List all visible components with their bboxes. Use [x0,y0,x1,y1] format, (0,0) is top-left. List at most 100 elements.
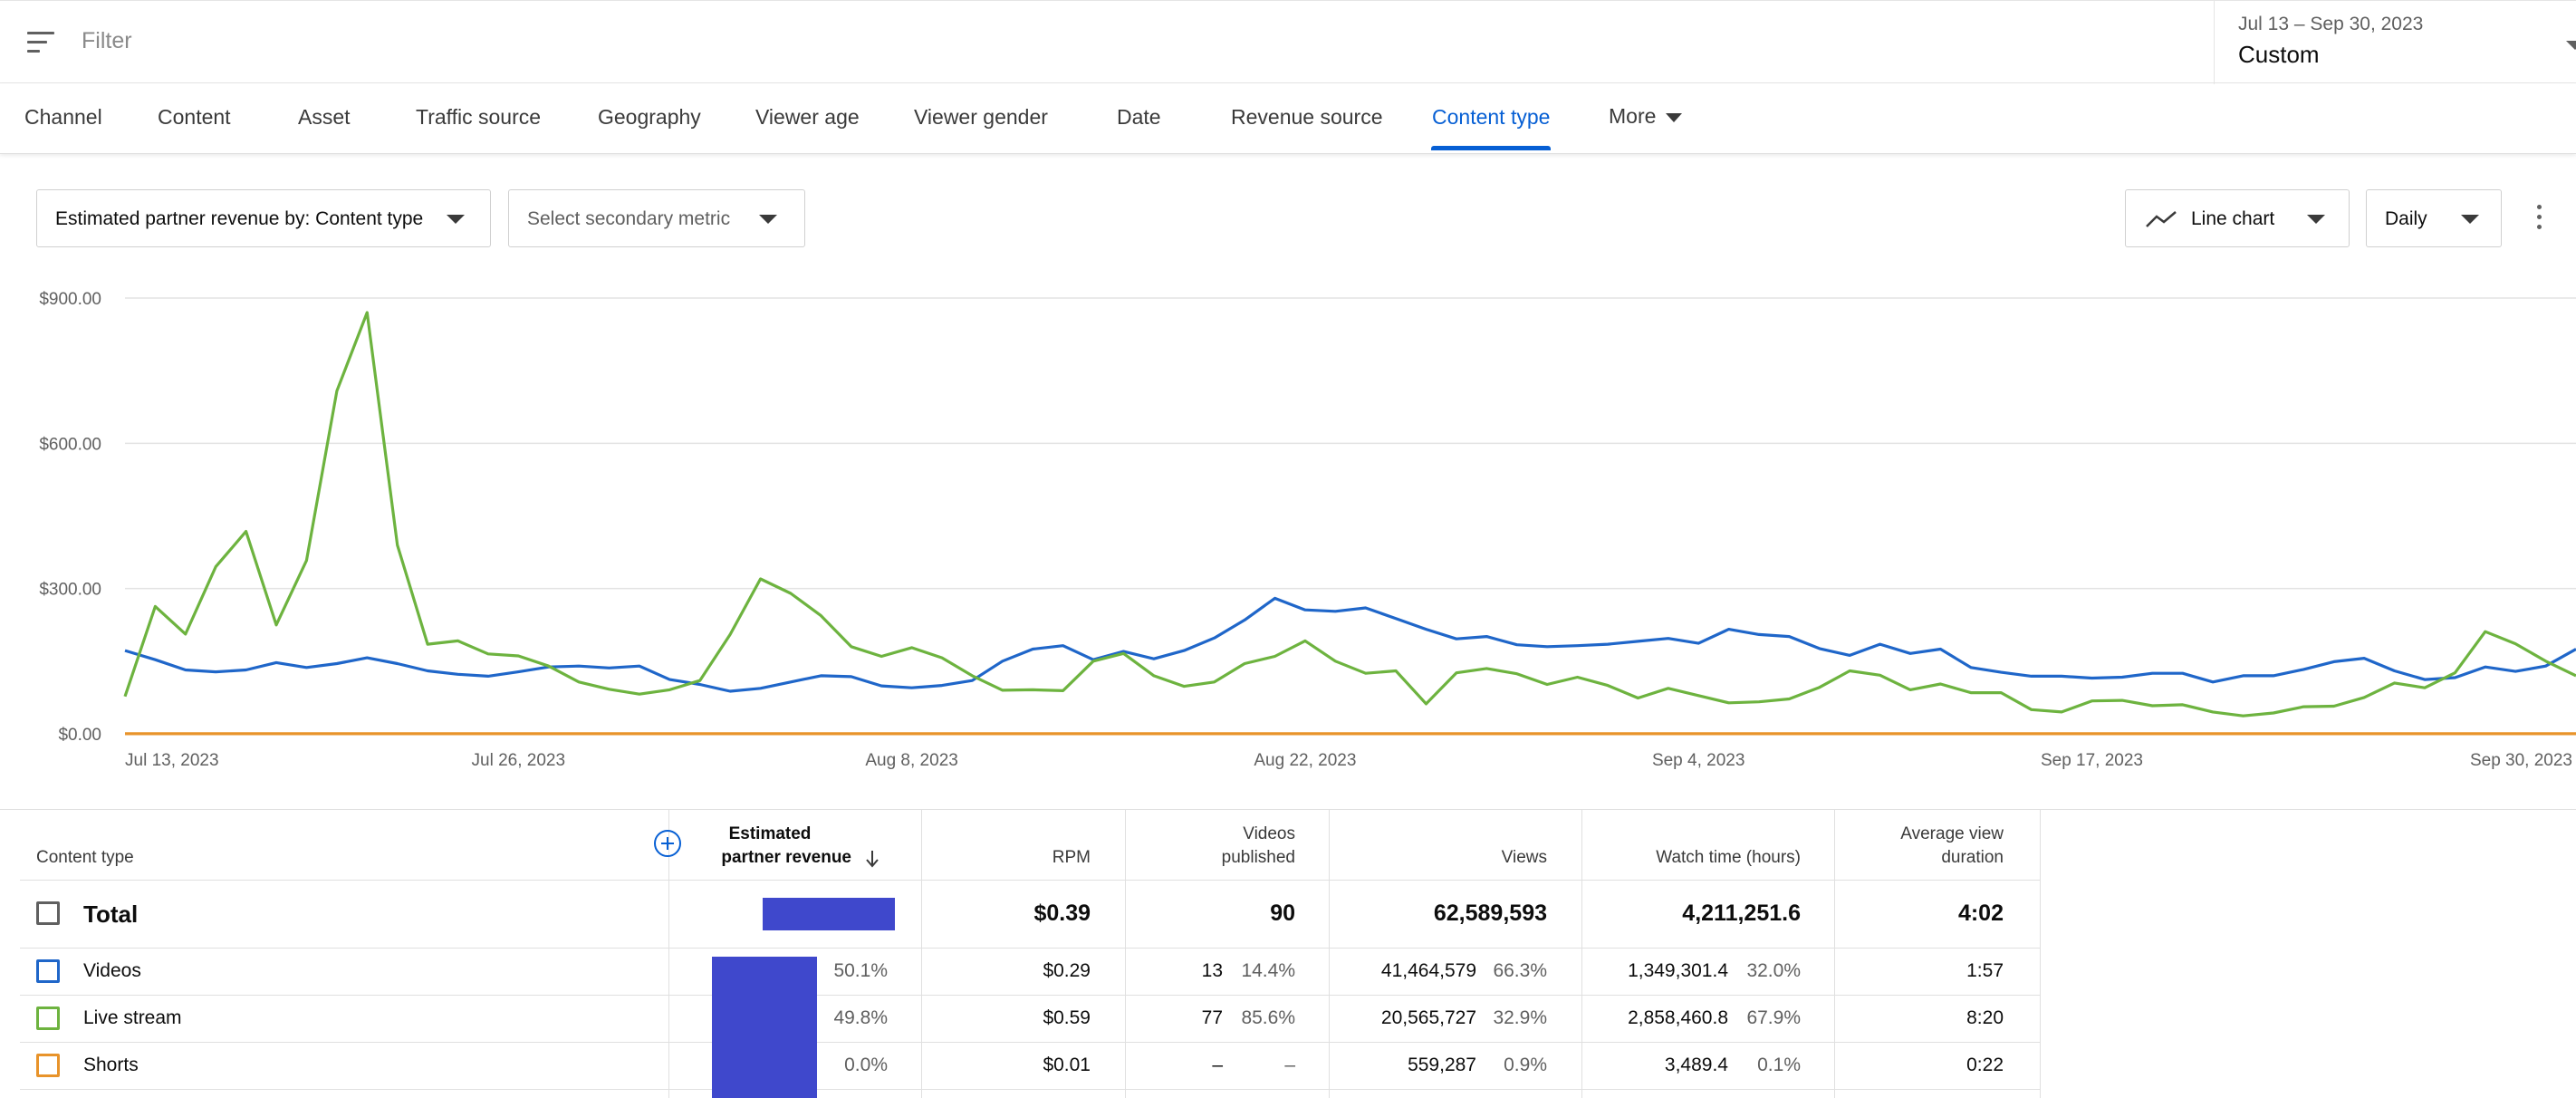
date-range-text: Jul 13 – Sep 30, 2023 [2238,14,2424,34]
chevron-down-icon [2461,215,2479,224]
videos-watch-pct: 32.0% [1746,960,1801,981]
tab-viewer-gender[interactable]: Viewer gender [914,105,1048,129]
shorts-published-count: – [1212,1055,1223,1075]
x-tick-label: Jul 26, 2023 [472,751,566,770]
shorts-views: 559,287 [1408,1055,1476,1075]
line-chart-icon [2146,211,2177,227]
total-checkbox[interactable] [36,901,60,925]
shorts-watch-pct: 0.1% [1757,1055,1801,1075]
live-stream-views: 20,565,727 [1380,1007,1476,1028]
y-tick-label: $300.00 [39,581,101,600]
x-tick-label: Sep 4, 2023 [1652,751,1745,770]
live-stream-avd: 8:20 [1966,1007,2004,1028]
row-label-shorts: Shorts [83,1055,139,1075]
live-stream-published-pct: 85.6% [1241,1007,1295,1028]
videos-views-pct: 66.3% [1493,960,1547,981]
header-videos-line1[interactable]: Videos [1243,824,1295,843]
primary-metric-label: Estimated partner revenue by: Content ty… [55,208,424,229]
secondary-metric-label: Select secondary metric [527,208,731,229]
videos-revenue-pct: 50.1% [833,960,888,981]
tab-traffic-source[interactable]: Traffic source [416,105,542,129]
shorts-watch-time: 3,489.4 [1664,1055,1728,1075]
live-stream-views-pct: 32.9% [1493,1007,1547,1028]
videos-published-pct: 14.4% [1241,960,1295,981]
tab-asset[interactable]: Asset [298,105,351,129]
total-revenue-bar [763,898,895,930]
total-rpm: $0.39 [1033,901,1091,926]
chart-type-label: Line chart [2191,208,2275,229]
live-stream-checkbox[interactable] [36,1006,60,1030]
y-tick-label: $900.00 [39,290,101,309]
chevron-down-icon [2566,41,2576,50]
live-stream-watch-time: 2,858,460.8 [1628,1007,1728,1028]
primary-metric-dropdown[interactable]: Estimated partner revenue by: Content ty… [36,189,491,247]
date-preset-label: Custom [2238,41,2320,68]
header-avd-line2[interactable]: duration [1941,848,2004,867]
header-rpm[interactable]: RPM [1052,848,1091,867]
total-videos-published: 90 [1270,901,1295,926]
more-options-icon[interactable] [2536,205,2543,230]
x-tick-label: Sep 30, 2023 [2470,751,2572,770]
tab-date[interactable]: Date [1117,105,1161,129]
videos-avd: 1:57 [1966,960,2004,981]
filter-input[interactable]: Filter [82,28,132,53]
videos-watch-time: 1,349,301.4 [1628,960,1728,981]
shorts-views-pct: 0.9% [1504,1055,1547,1075]
header-watch-time[interactable]: Watch time (hours) [1656,848,1801,867]
total-views: 62,589,593 [1433,901,1547,926]
filter-icon[interactable] [27,32,54,53]
granularity-dropdown[interactable]: Daily [2366,189,2502,247]
chevron-down-icon [1666,113,1682,122]
shorts-checkbox[interactable] [36,1054,60,1077]
videos-checkbox[interactable] [36,959,60,983]
add-column-icon[interactable] [654,830,681,857]
header-revenue-line1[interactable]: Estimated [728,824,812,843]
tab-channel[interactable]: Channel [24,105,102,129]
tab-geography[interactable]: Geography [598,105,701,129]
rows-revenue-bar [712,957,817,1098]
header-views[interactable]: Views [1501,848,1547,867]
dimension-tabs: Channel Content Asset Traffic source Geo… [0,83,2576,154]
x-tick-label: Jul 13, 2023 [125,751,219,770]
tab-content-type[interactable]: Content type [1432,105,1551,129]
granularity-label: Daily [2385,208,2427,229]
date-range-picker[interactable]: Jul 13 – Sep 30, 2023 Custom [2214,1,2576,84]
secondary-metric-dropdown[interactable]: Select secondary metric [508,189,805,247]
series-line-videos[interactable] [124,596,2576,693]
sort-descending-icon[interactable] [865,850,879,868]
header-videos-line2[interactable]: published [1221,848,1295,867]
shorts-published-pct: – [1284,1055,1295,1075]
tab-content[interactable]: Content [158,105,231,129]
chevron-down-icon [2307,215,2325,224]
shorts-revenue-pct: 0.0% [844,1055,888,1075]
live-stream-watch-pct: 67.9% [1746,1007,1801,1028]
series-line-live-stream[interactable] [123,311,2576,718]
chevron-down-icon [759,215,777,224]
header-revenue-line2[interactable]: partner revenue [721,848,851,867]
shorts-avd: 0:22 [1966,1055,2004,1075]
revenue-line-chart: $0.00 $300.00 $600.00 $900.00 Jul 13, 2023 Ju… [39,290,2576,770]
live-stream-published-count: 77 [1201,1007,1223,1028]
chevron-down-icon [447,215,465,224]
chart-type-dropdown[interactable]: Line chart [2125,189,2350,247]
total-watch-time: 4,211,251.6 [1682,901,1801,926]
x-tick-label: Aug 22, 2023 [1254,751,1356,770]
active-tab-indicator [1431,146,1551,150]
content-type-table: Content type Estimated partner revenue R… [0,809,2576,1098]
header-content-type: Content type [36,848,134,867]
tab-revenue-source[interactable]: Revenue source [1231,105,1383,129]
videos-rpm: $0.29 [1043,960,1091,981]
live-stream-revenue-pct: 49.8% [833,1007,888,1028]
tab-more[interactable]: More [1609,104,1657,128]
live-stream-rpm: $0.59 [1043,1007,1091,1028]
videos-views: 41,464,579 [1380,960,1476,981]
filter-bar: Filter Jul 13 – Sep 30, 2023 Custom [0,0,2576,84]
row-label-videos: Videos [83,960,141,981]
shorts-rpm: $0.01 [1043,1055,1091,1075]
x-tick-label: Sep 17, 2023 [2041,751,2143,770]
header-avd-line1[interactable]: Average view [1900,824,2004,843]
y-tick-label: $600.00 [39,435,101,454]
tab-viewer-age[interactable]: Viewer age [755,105,860,129]
total-avd: 4:02 [1957,901,2004,926]
row-label-live-stream: Live stream [83,1007,182,1028]
